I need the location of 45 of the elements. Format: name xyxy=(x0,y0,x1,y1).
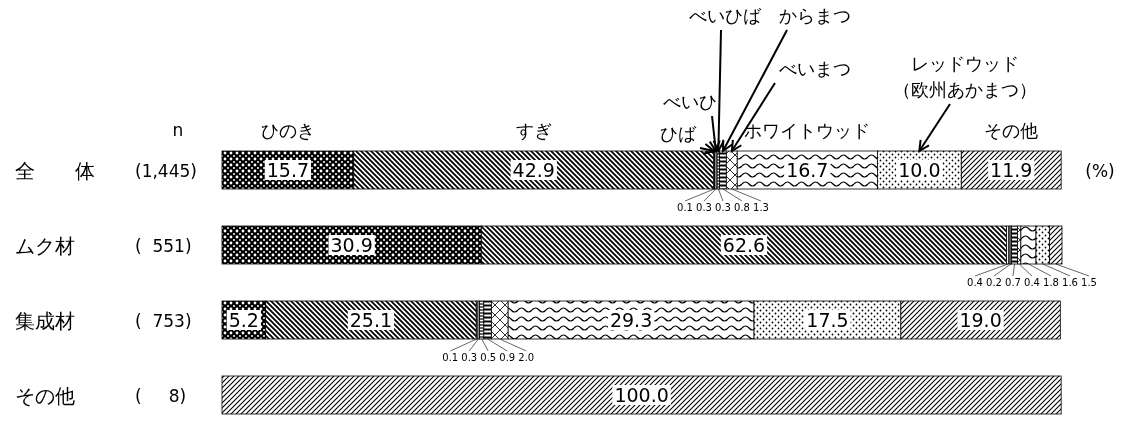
data-label: 25.1 xyxy=(349,309,393,331)
data-label: 15.7 xyxy=(266,159,310,181)
data-label: 0.9 xyxy=(499,352,516,363)
data-label: 0.5 xyxy=(480,352,497,363)
data-label: 0.3 xyxy=(696,202,712,213)
data-label: 16.7 xyxy=(786,159,829,181)
text: ( 753) xyxy=(135,311,192,331)
data-label: 100.0 xyxy=(614,384,669,406)
data-label: 2.0 xyxy=(518,352,535,363)
text: ( 551) xyxy=(135,236,192,256)
y-tick-label: ムク材 xyxy=(15,234,75,258)
label-leader: 0.7 xyxy=(1005,263,1021,288)
text: ( 8) xyxy=(135,386,187,406)
text: (%) xyxy=(1085,161,1115,181)
data-label: 0.7 xyxy=(1005,277,1021,288)
text: n xyxy=(172,120,184,140)
label-leader: 0.5 xyxy=(480,338,497,363)
y-tick-label: 集成材 xyxy=(15,309,75,333)
text: (1,445) xyxy=(135,161,197,181)
data-label: 0.4 xyxy=(1024,277,1040,288)
y-tick-label: 全 体 xyxy=(15,159,95,183)
data-label: 1.3 xyxy=(753,202,769,213)
data-label: 11.9 xyxy=(990,159,1033,181)
data-label: 0.4 xyxy=(967,277,983,288)
data-label: 1.6 xyxy=(1062,277,1078,288)
data-label: 5.2 xyxy=(228,309,259,331)
data-label: 0.2 xyxy=(986,277,1002,288)
data-label: 29.3 xyxy=(609,309,653,331)
data-label: 19.0 xyxy=(959,309,1002,331)
y-tick-label: その他 xyxy=(15,384,75,408)
data-label: 42.9 xyxy=(512,159,555,181)
data-label: 0.1 xyxy=(442,352,459,363)
data-label: 0.3 xyxy=(715,202,731,213)
data-label: 0.1 xyxy=(677,202,693,213)
data-label: 17.5 xyxy=(806,309,849,331)
data-label: 10.0 xyxy=(898,159,941,181)
data-label: 1.8 xyxy=(1043,277,1059,288)
data-label: 0.3 xyxy=(461,352,478,363)
data-label: 1.5 xyxy=(1081,277,1097,288)
data-label: 0.8 xyxy=(734,202,750,213)
data-label: 62.6 xyxy=(722,234,766,256)
series-label: ひば xyxy=(660,123,697,144)
label-leader: 0.3 xyxy=(461,338,479,363)
label-leader: 0.3 xyxy=(715,188,731,213)
data-label: 30.9 xyxy=(330,234,373,256)
